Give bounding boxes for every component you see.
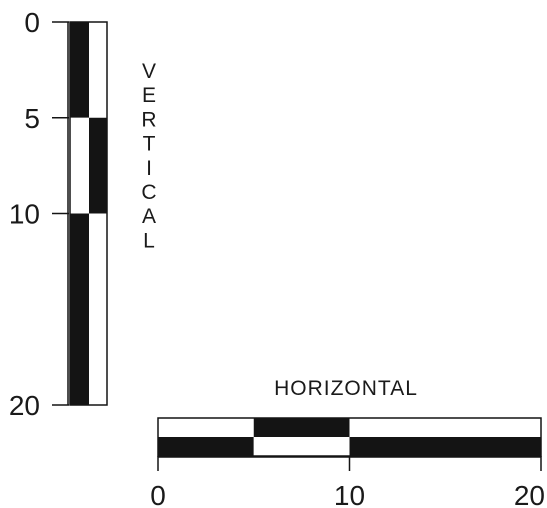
horizontal-scale-tick-labels: 0 10 20: [150, 480, 545, 508]
horizontal-tick-label-1: 10: [334, 480, 365, 508]
vertical-tick-label-0: 0: [24, 7, 40, 38]
vertical-label-letter-3: T: [143, 133, 156, 156]
vertical-segment-left-1: [70, 117, 89, 214]
horizontal-scale-bar: HORIZONTAL 0 10 20: [150, 377, 545, 508]
vertical-segment-left-0: [70, 22, 89, 118]
vertical-label-letter-4: I: [146, 157, 152, 180]
vertical-segment-left-2: [70, 213, 89, 405]
vertical-label-letter-5: C: [141, 181, 156, 204]
horizontal-tick-label-0: 0: [150, 480, 166, 508]
horizontal-segment-top-2: [349, 418, 541, 437]
horizontal-segment-bottom-1: [253, 437, 350, 456]
vertical-label-letter-7: L: [143, 229, 155, 252]
vertical-tick-label-1: 5: [24, 103, 40, 134]
vertical-tick-label-2: 10: [9, 199, 40, 230]
vertical-label-letter-6: A: [142, 205, 156, 228]
horizontal-scale-ticks: [157, 456, 542, 471]
vertical-scale-tick-labels: 0 5 10 20: [9, 7, 40, 421]
horizontal-segment-top-0: [158, 418, 254, 437]
vertical-label-letter-1: E: [142, 84, 156, 107]
vertical-bar-outline: [69, 21, 108, 406]
vertical-segment-right-2: [89, 213, 107, 405]
horizontal-segment-bottom-0: [158, 437, 254, 456]
vertical-label-letter-2: R: [141, 108, 156, 131]
horizontal-scale-label: HORIZONTAL: [274, 377, 418, 400]
horizontal-segment-bottom-2: [349, 437, 541, 456]
horizontal-bar-segments: [157, 417, 542, 457]
vertical-label-letter-0: V: [142, 60, 156, 83]
horizontal-tick-label-2: 20: [514, 480, 545, 508]
vertical-bar-segments: [69, 21, 108, 406]
horizontal-segment-top-1: [253, 418, 350, 437]
vertical-segment-right-0: [89, 22, 107, 118]
vertical-scale-ticks: [52, 21, 69, 406]
vertical-segment-right-1: [89, 117, 107, 214]
vertical-tick-label-3: 20: [9, 390, 40, 421]
